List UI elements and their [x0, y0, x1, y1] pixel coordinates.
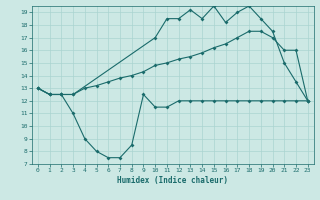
- X-axis label: Humidex (Indice chaleur): Humidex (Indice chaleur): [117, 176, 228, 185]
